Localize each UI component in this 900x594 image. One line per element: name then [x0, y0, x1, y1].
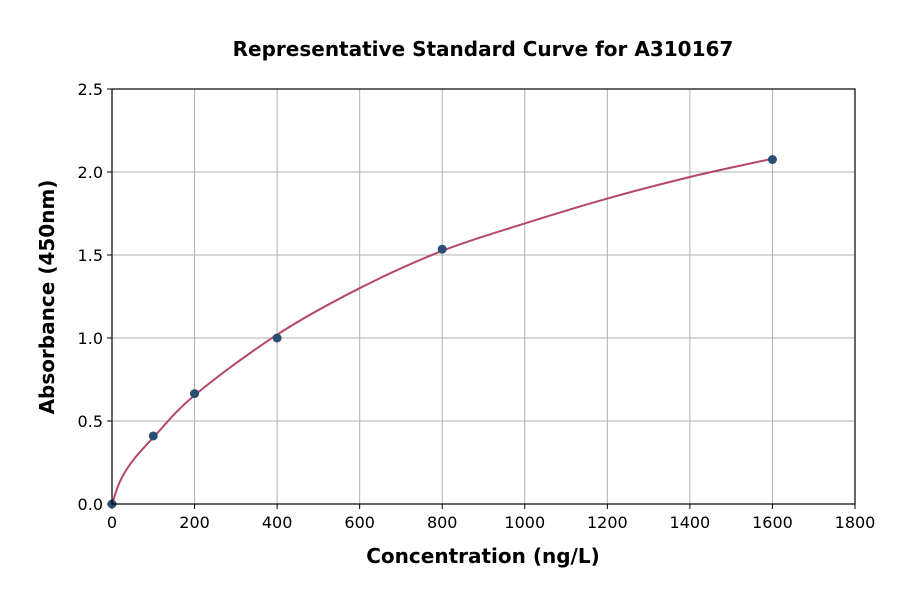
y-tick-label: 1.5	[78, 246, 103, 265]
x-tick-label: 1000	[504, 513, 545, 532]
x-tick-label: 600	[344, 513, 375, 532]
x-tick-label: 400	[262, 513, 293, 532]
fit-curve	[111, 157, 773, 505]
plot-frame	[111, 88, 856, 505]
y-tick-label: 2.0	[78, 163, 103, 182]
y-axis-label: Absorbance (450nm)	[35, 180, 59, 415]
data-point	[767, 155, 777, 165]
chart-title: Representative Standard Curve for A31016…	[233, 37, 734, 61]
x-tick-label: 1800	[835, 513, 876, 532]
data-point	[190, 389, 200, 399]
x-tick-label: 200	[179, 513, 210, 532]
data-point	[148, 431, 158, 441]
data-point	[272, 333, 282, 343]
x-axis-label: Concentration (ng/L)	[366, 544, 599, 568]
x-tick-label: 0	[107, 513, 117, 532]
x-tick-label: 1600	[752, 513, 793, 532]
x-tick-label: 1400	[670, 513, 711, 532]
y-tick-label: 0.5	[78, 412, 103, 431]
x-tick-label: 1200	[587, 513, 628, 532]
y-tick-label: 2.5	[78, 80, 103, 99]
y-tick-label: 1.0	[78, 329, 103, 348]
x-tick-label: 800	[427, 513, 458, 532]
y-tick-label: 0.0	[78, 495, 103, 514]
data-point	[437, 244, 447, 254]
